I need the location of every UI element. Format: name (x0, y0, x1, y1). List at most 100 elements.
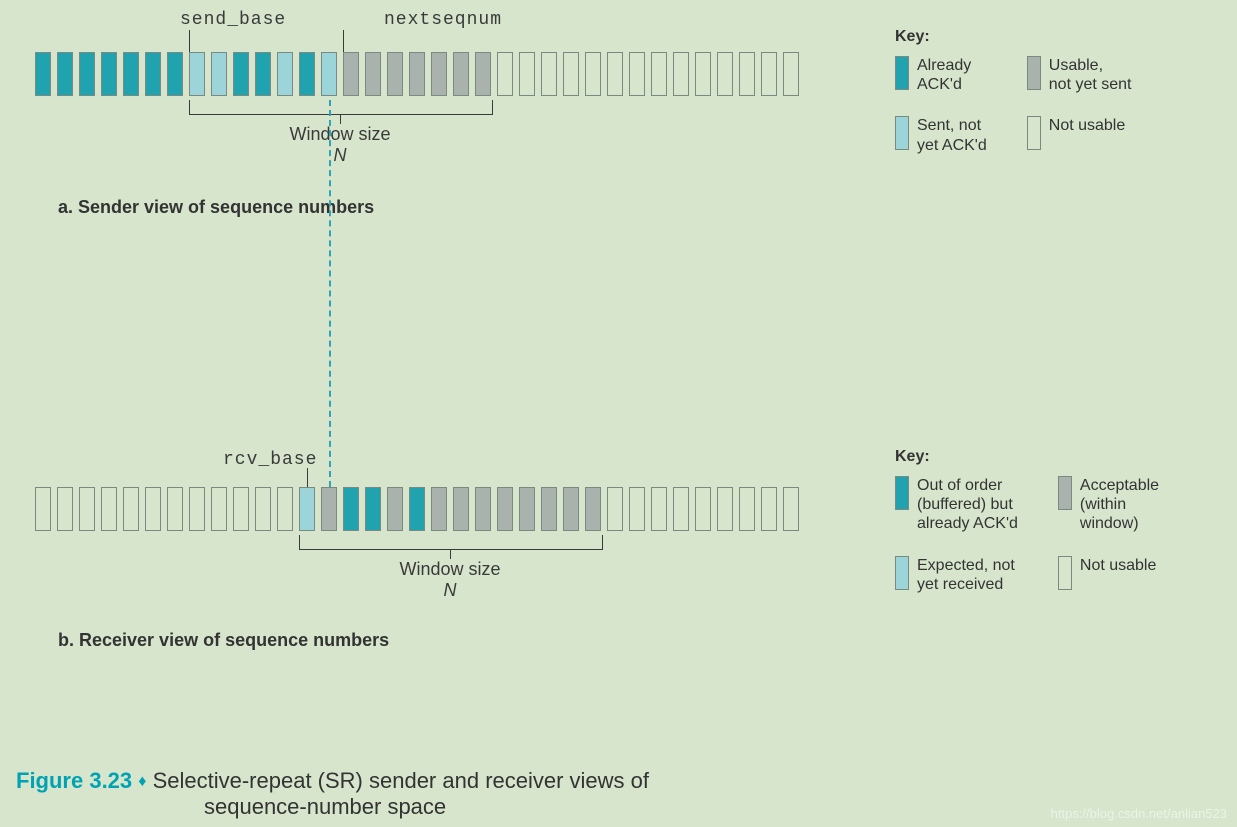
key-item: Expected, notyet received (895, 556, 1018, 594)
sequence-slot (739, 487, 755, 531)
sequence-slot (541, 487, 557, 531)
receiver-window-bracket-tick (450, 549, 451, 559)
key-swatch (1027, 56, 1041, 90)
sequence-slot (321, 52, 337, 96)
sequence-slot (409, 487, 425, 531)
key-item: Not usable (1027, 116, 1132, 154)
key-swatch (895, 56, 909, 90)
sequence-slot (35, 487, 51, 531)
sender-window-bracket (189, 100, 493, 115)
sender-slots (35, 52, 799, 96)
sequence-slot (343, 52, 359, 96)
key-text: Expected, notyet received (917, 556, 1015, 594)
key-text: Not usable (1080, 556, 1157, 575)
sequence-slot (101, 52, 117, 96)
sequence-slot (497, 487, 513, 531)
sequence-slot (431, 487, 447, 531)
sequence-slot (233, 52, 249, 96)
sender-window-text: Window size (289, 124, 390, 144)
sequence-slot (783, 487, 799, 531)
receiver-rcv-base-line (307, 468, 308, 487)
receiver-key: Key: Out of order(buffered) butalready A… (895, 448, 1159, 594)
caption-diamond-icon: ♦ (138, 773, 146, 790)
sender-nextseqnum-line (343, 30, 344, 52)
sequence-slot (453, 52, 469, 96)
sender-window-n: N (285, 145, 395, 166)
sequence-slot (123, 52, 139, 96)
sequence-slot (475, 487, 491, 531)
sequence-slot (299, 52, 315, 96)
sequence-slot (563, 487, 579, 531)
sequence-slot (673, 487, 689, 531)
sender-send-base-label: send_base (180, 10, 286, 30)
sequence-slot (717, 52, 733, 96)
sequence-slot (409, 52, 425, 96)
key-item: Out of order(buffered) butalready ACK'd (895, 476, 1018, 534)
key-swatch (895, 476, 909, 510)
caption-line2: sequence-number space (204, 794, 649, 820)
sender-window-label: Window size N (285, 124, 395, 166)
sequence-slot (255, 52, 271, 96)
sequence-slot (57, 487, 73, 531)
sequence-slot (189, 52, 205, 96)
sequence-slot (475, 52, 491, 96)
key-swatch (895, 556, 909, 590)
sequence-slot (343, 487, 359, 531)
receiver-diagram (35, 487, 799, 531)
watermark: https://blog.csdn.net/anlian523 (1051, 806, 1227, 821)
key-text: AlreadyACK'd (917, 56, 971, 94)
key-item: Sent, notyet ACK'd (895, 116, 987, 154)
sequence-slot (365, 487, 381, 531)
key-item: Not usable (1058, 556, 1159, 594)
sequence-slot (321, 487, 337, 531)
sequence-slot (35, 52, 51, 96)
receiver-window-label: Window size N (395, 559, 505, 601)
key-text: Usable,not yet sent (1049, 56, 1132, 94)
receiver-key-title: Key: (895, 448, 1159, 466)
sequence-slot (783, 52, 799, 96)
sequence-slot (695, 487, 711, 531)
key-text: Sent, notyet ACK'd (917, 116, 987, 154)
receiver-key-grid: Out of order(buffered) butalready ACK'd A… (895, 476, 1159, 594)
sequence-slot (211, 487, 227, 531)
sequence-slot (453, 487, 469, 531)
key-text: Not usable (1049, 116, 1126, 135)
figure-caption: Figure 3.23 ♦ Selective-repeat (SR) send… (16, 768, 649, 820)
key-swatch (1058, 556, 1072, 590)
sequence-slot (233, 487, 249, 531)
sequence-slot (519, 52, 535, 96)
receiver-section-title: b. Receiver view of sequence numbers (58, 630, 389, 651)
sequence-slot (761, 487, 777, 531)
sequence-slot (541, 52, 557, 96)
sender-nextseqnum-label: nextseqnum (384, 10, 502, 30)
sequence-slot (607, 52, 623, 96)
sequence-slot (695, 52, 711, 96)
sequence-slot (387, 52, 403, 96)
sequence-slot (79, 52, 95, 96)
sequence-slot (387, 487, 403, 531)
caption-line1: Selective-repeat (SR) sender and receive… (153, 768, 649, 794)
key-item: Acceptable(withinwindow) (1058, 476, 1159, 534)
sender-key-title: Key: (895, 28, 1131, 46)
sequence-slot (607, 487, 623, 531)
sequence-slot (101, 487, 117, 531)
sender-key: Key: AlreadyACK'd Usable,not yet sent Sent… (895, 28, 1131, 155)
key-swatch (1058, 476, 1072, 510)
sequence-slot (519, 487, 535, 531)
sequence-slot (167, 52, 183, 96)
key-item: Usable,not yet sent (1027, 56, 1132, 94)
sequence-slot (739, 52, 755, 96)
sender-window-bracket-tick (340, 114, 341, 124)
sequence-slot (563, 52, 579, 96)
receiver-slots (35, 487, 799, 531)
key-swatch (895, 116, 909, 150)
sequence-slot (761, 52, 777, 96)
sender-send-base-line (189, 30, 190, 52)
dashed-connector (329, 100, 331, 487)
sender-section-title: a. Sender view of sequence numbers (58, 197, 374, 218)
sequence-slot (365, 52, 381, 96)
sender-diagram (35, 52, 799, 96)
figure-number: Figure 3.23 (16, 768, 132, 793)
sequence-slot (57, 52, 73, 96)
sequence-slot (299, 487, 315, 531)
